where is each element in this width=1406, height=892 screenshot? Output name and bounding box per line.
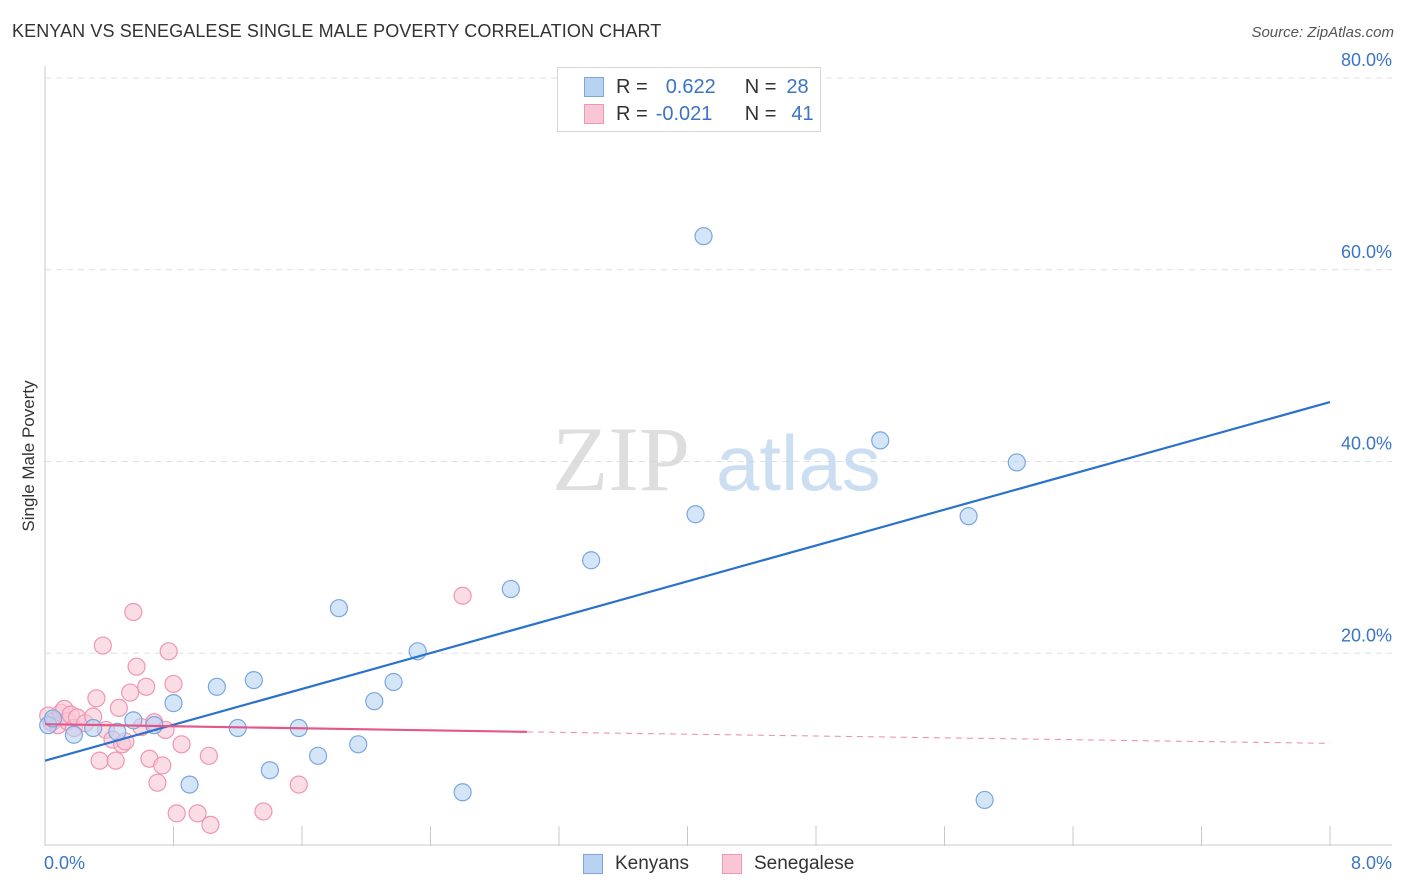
senegalese-point	[254, 802, 273, 821]
kenyans-point	[180, 775, 199, 794]
senegalese-point	[148, 773, 167, 792]
source-label: Source: ZipAtlas.com	[1251, 24, 1394, 41]
kenyans-point	[686, 505, 705, 524]
kenyans-point	[329, 599, 349, 618]
kenyans-points	[39, 227, 1026, 810]
senegalese-point	[124, 602, 143, 622]
x-tick-label-min: 0.0%	[44, 853, 85, 873]
kenyans-point	[244, 670, 263, 690]
kenyans-point	[207, 677, 226, 696]
kenyans-point	[164, 694, 183, 713]
senegalese-point	[159, 642, 178, 661]
senegalese-legend-label: Senegalese	[754, 853, 855, 874]
senegalese-point	[90, 751, 109, 770]
legend-row-kenyans: R = 0.622 N = 28	[584, 75, 809, 99]
kenyans-point	[308, 746, 328, 765]
senegalese-point	[172, 735, 191, 754]
senegalese-point	[201, 815, 220, 834]
kenyans-point	[501, 579, 520, 599]
bottom-legend-senegalese: Senegalese	[722, 851, 854, 877]
x-tick-label-max: 8.0%	[1351, 853, 1392, 873]
kenyans-point	[453, 783, 472, 802]
senegalese-legend-swatch	[722, 854, 742, 874]
bottom-legend-kenyans: Kenyans	[583, 851, 689, 877]
kenyans-trendline	[44, 400, 1331, 762]
legend-n-value: 41	[791, 102, 814, 125]
y-axis-label: Single Male Poverty	[19, 380, 38, 532]
legend-row-senegalese: R = -0.021 N = 41	[584, 102, 814, 126]
senegalese-point	[188, 804, 207, 823]
y-tick-label: 40.0%	[1341, 434, 1392, 454]
legend-r-value: -0.021	[655, 102, 713, 125]
kenyans-point	[349, 735, 368, 754]
senegalese-point	[453, 586, 472, 605]
kenyans-point	[975, 790, 994, 810]
senegalese-point	[106, 751, 125, 770]
kenyans-point	[871, 431, 890, 450]
legend-r-value: 0.622	[665, 75, 716, 98]
kenyans-swatch	[584, 77, 604, 97]
kenyans-point	[260, 761, 279, 780]
senegalese-swatch	[584, 104, 604, 124]
axis-layer: 20.0% 40.0% 60.0% 80.0% 0.0% 8.0%	[44, 50, 1392, 873]
legend-r-label: R =	[616, 102, 648, 125]
watermark-atlas: atlas	[716, 419, 881, 507]
kenyans-point	[64, 725, 84, 744]
watermark-zip: ZIP	[552, 408, 690, 510]
senegalese-point	[127, 657, 146, 676]
legend-n-label: N =	[744, 102, 777, 125]
senegalese-point	[93, 636, 112, 655]
kenyans-point	[959, 507, 978, 526]
kenyans-point	[1007, 453, 1026, 472]
senegalese-point	[87, 689, 106, 708]
y-tick-label: 80.0%	[1341, 50, 1392, 70]
correlation-legend: R = 0.622 N = 28 R = -0.021 N = 41	[557, 67, 821, 132]
senegalese-point	[137, 677, 156, 696]
legend-n-label: N =	[744, 75, 777, 98]
senegalese-point	[167, 804, 186, 823]
senegalese-trendline-extension	[526, 731, 1331, 744]
trendlines	[44, 400, 1331, 762]
y-tick-label: 60.0%	[1341, 242, 1392, 262]
senegalese-point	[289, 775, 308, 794]
kenyans-point	[582, 551, 601, 570]
senegalese-point	[199, 746, 218, 765]
senegalese-point	[109, 698, 128, 717]
senegalese-point	[153, 756, 172, 775]
chart-title: KENYAN VS SENEGALESE SINGLE MALE POVERTY…	[12, 21, 662, 41]
grid-layer	[45, 77, 1392, 654]
kenyans-point	[384, 672, 403, 692]
senegalese-trendline	[44, 723, 527, 733]
y-tick-label: 20.0%	[1341, 625, 1392, 645]
kenyans-point	[43, 709, 63, 728]
legend-r-label: R =	[616, 75, 648, 98]
kenyans-point	[694, 227, 713, 246]
kenyans-point	[84, 718, 103, 738]
senegalese-points	[39, 586, 472, 834]
senegalese-point	[121, 683, 140, 702]
kenyans-legend-label: Kenyans	[615, 853, 689, 874]
kenyans-point	[365, 692, 384, 711]
legend-n-value: 28	[786, 75, 809, 98]
senegalese-point	[164, 674, 183, 694]
kenyans-legend-swatch	[583, 854, 603, 874]
